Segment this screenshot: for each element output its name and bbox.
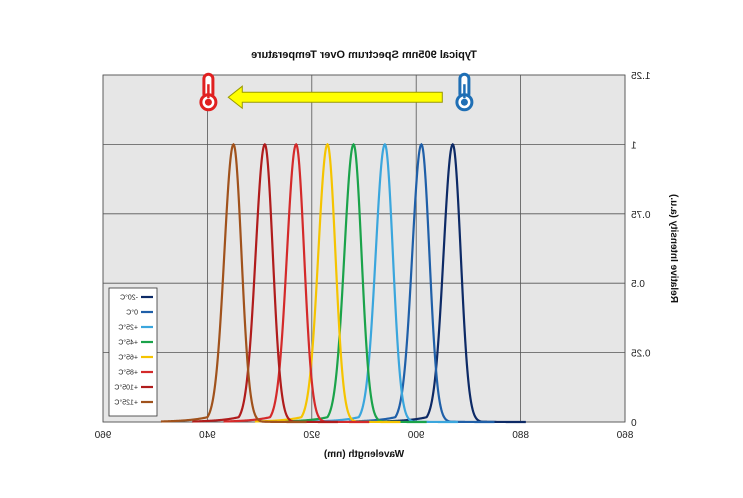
x-tick-label: 880 [512, 430, 529, 441]
legend-label: +85°C [118, 369, 138, 377]
y-tick-label: 1.25 [631, 71, 651, 82]
series-line [192, 142, 338, 424]
legend-label: +45°C [118, 339, 138, 347]
y-tick-label: 1 [631, 140, 637, 151]
x-tick-label: 900 [407, 430, 424, 441]
series-layer [160, 142, 526, 424]
y-tick-label: 0 [631, 418, 637, 429]
plot-area [102, 74, 626, 423]
legend-box [108, 287, 158, 417]
legend-label: -20°C [120, 294, 138, 302]
y-tick-label: 0.5 [631, 279, 645, 290]
legend: -20°C 0°C +25°C +45°C +65°C +85°C +105°C +125°C [108, 287, 158, 417]
series-line [380, 142, 526, 424]
x-tick-label: 860 [616, 430, 633, 441]
thermometer-fill [204, 98, 212, 106]
temperature-arrow [227, 85, 443, 110]
series-line [280, 142, 427, 424]
thermometer-cold-icon [455, 72, 474, 112]
series-line [254, 142, 401, 424]
chart-title: Typical 905nm Spectrum Over Temperature [251, 49, 477, 61]
legend-label: +125°C [114, 399, 138, 407]
thermometer-fill [460, 98, 468, 106]
series-line [160, 142, 307, 424]
legend-label: +65°C [118, 354, 138, 362]
y-tick-label: 0.75 [631, 210, 651, 221]
axes: 860 880 900 920 940 960 0 0.25 0.5 0.75 1 1.25 [94, 71, 650, 441]
annotations [199, 72, 474, 112]
x-tick-label: 920 [303, 430, 320, 441]
legend-label: +105°C [114, 384, 138, 392]
plot-background [102, 74, 626, 423]
thermometer-hot-icon [199, 72, 218, 112]
x-tick-label: 940 [199, 430, 216, 441]
y-axis-title: Relative Intensity (a.u.) [668, 194, 679, 303]
series-line [312, 142, 458, 424]
x-tick-label: 960 [94, 430, 111, 441]
series-line [223, 142, 370, 424]
x-axis-title: Wavelength (nm) [324, 449, 404, 460]
y-tick-label: 0.25 [631, 349, 651, 360]
legend-label: +25°C [118, 324, 138, 332]
series-line [348, 142, 495, 424]
legend-label: 0°C [126, 309, 138, 317]
